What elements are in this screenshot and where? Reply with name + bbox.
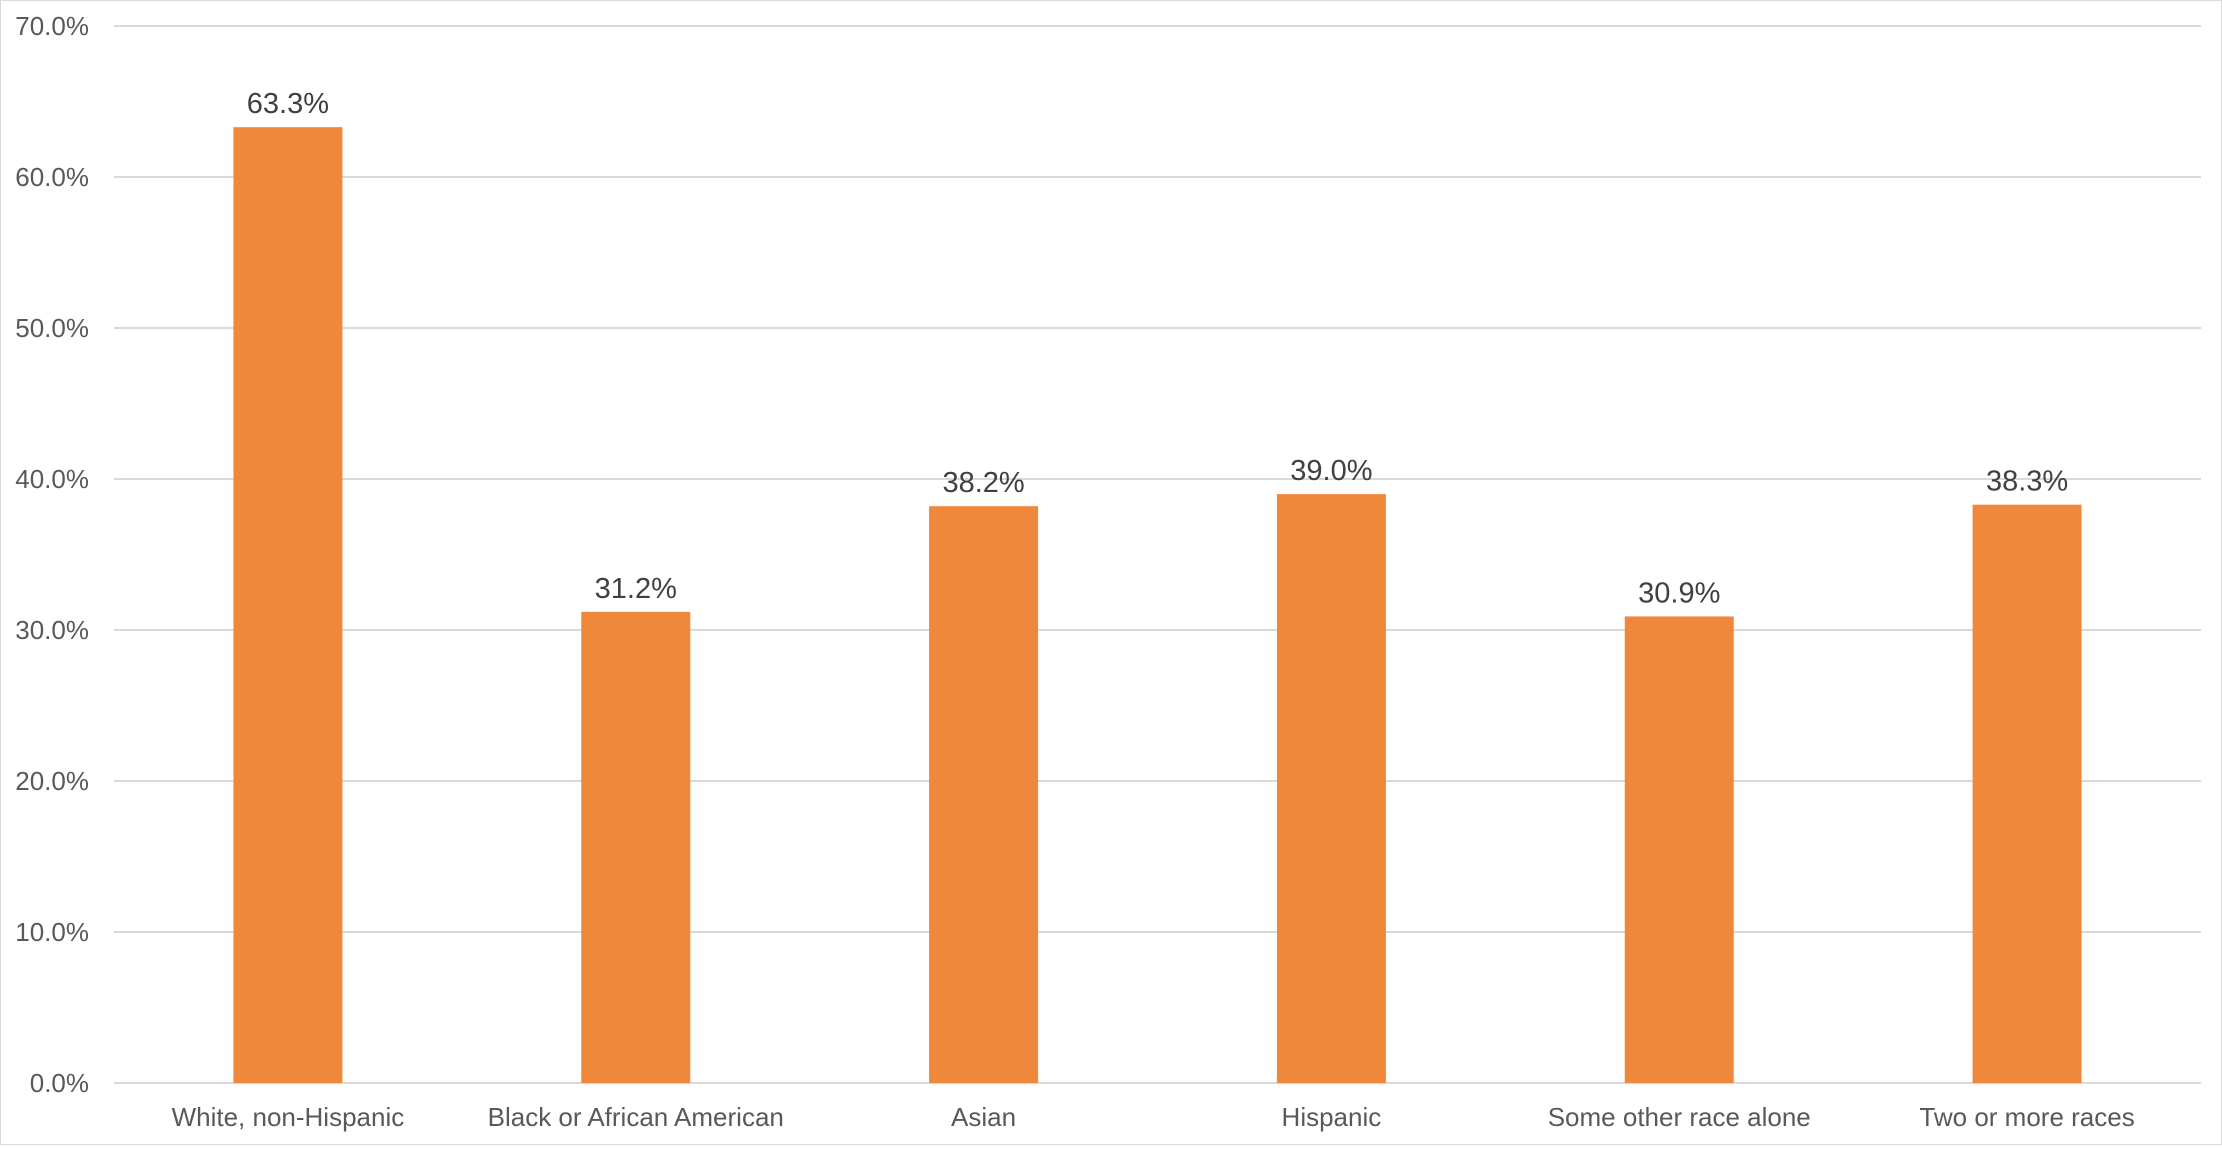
y-tick-label: 40.0%: [15, 464, 89, 494]
bar: [1624, 616, 1734, 1083]
bar: [1972, 504, 2082, 1083]
gridlines: [114, 25, 2201, 1084]
y-tick-label: 10.0%: [15, 917, 89, 947]
x-tick-label: Two or more races: [1919, 1102, 2134, 1132]
bar: [581, 611, 691, 1083]
y-tick-label: 70.0%: [15, 11, 89, 41]
bar: [233, 127, 343, 1084]
x-tick-label: Black or African American: [488, 1102, 784, 1132]
data-label: 39.0%: [1290, 455, 1372, 487]
data-label: 31.2%: [595, 573, 677, 605]
x-axis-tick-labels: White, non-Hispanic Black or African Amer…: [172, 1102, 2135, 1132]
y-tick-label: 50.0%: [15, 313, 89, 343]
x-tick-label: Some other race alone: [1548, 1102, 1811, 1132]
y-tick-label: 20.0%: [15, 766, 89, 796]
bars: [233, 127, 2082, 1084]
y-tick-label: 30.0%: [15, 615, 89, 645]
y-axis-tick-labels: 0.0% 10.0% 20.0% 30.0% 40.0% 50.0% 60.0% 70.0%: [15, 11, 89, 1098]
x-tick-label: Asian: [951, 1102, 1016, 1132]
data-label: 38.3%: [1986, 466, 2068, 498]
x-tick-label: Hispanic: [1282, 1102, 1382, 1132]
data-label: 63.3%: [247, 88, 329, 120]
data-label: 38.2%: [942, 467, 1024, 499]
x-tick-label: White, non-Hispanic: [172, 1102, 405, 1132]
data-label: 30.9%: [1638, 577, 1720, 609]
data-labels: 63.3% 31.2% 38.2% 39.0% 30.9% 38.3%: [247, 88, 2068, 609]
y-tick-label: 0.0%: [30, 1068, 89, 1098]
y-tick-label: 60.0%: [15, 162, 89, 192]
bar: [1276, 494, 1386, 1084]
bar: [929, 506, 1039, 1083]
